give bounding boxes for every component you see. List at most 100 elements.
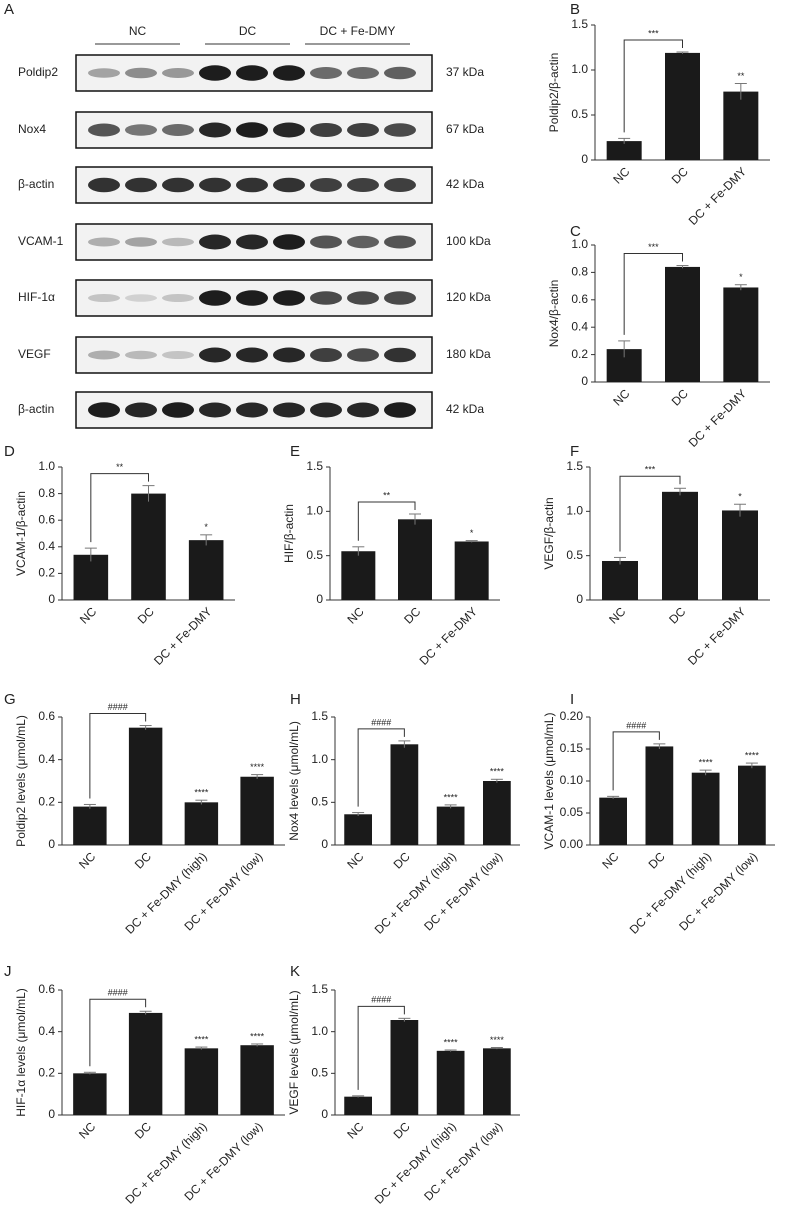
bar xyxy=(723,287,759,382)
x-tick-label: NC xyxy=(345,604,367,626)
y-tick-label: 1.5 xyxy=(571,17,588,31)
blot-band xyxy=(236,347,268,363)
significance-label: * xyxy=(738,492,742,502)
blot-band xyxy=(199,177,231,193)
y-tick-label: 0 xyxy=(581,374,588,388)
y-axis-label: VEGF levels (μmol/mL) xyxy=(287,990,301,1114)
bar xyxy=(645,746,674,845)
blot-size-label: 37 kDa xyxy=(446,65,484,79)
x-tick-label: DC + Fe-DMY (high) xyxy=(372,1119,459,1206)
bar xyxy=(73,1073,107,1115)
x-tick-label: NC xyxy=(76,1119,98,1141)
bar xyxy=(483,781,511,845)
blot-band xyxy=(162,177,194,193)
blot-band xyxy=(384,66,416,80)
y-tick-label: 1.0 xyxy=(571,237,588,251)
blot-band xyxy=(88,350,120,360)
significance-label: **** xyxy=(194,788,209,798)
y-tick-label: 1.5 xyxy=(311,709,328,723)
blot-band xyxy=(384,402,416,418)
blot-size-label: 67 kDa xyxy=(446,122,484,136)
blot-band xyxy=(347,235,379,249)
x-tick-label: DC xyxy=(132,849,154,871)
blot-band xyxy=(199,234,231,250)
x-tick-label: DC xyxy=(401,604,423,626)
bar xyxy=(436,1050,465,1115)
bar xyxy=(738,765,766,845)
significance-bracket xyxy=(612,731,660,791)
x-tick-label: NC xyxy=(77,604,99,626)
x-tick-label: DC + Fe-DMY xyxy=(686,164,749,227)
y-tick-label: 0.5 xyxy=(311,795,328,809)
bracket-label: ** xyxy=(383,490,391,500)
x-tick-label: DC xyxy=(391,849,413,871)
blot-band xyxy=(162,68,194,78)
bar xyxy=(662,491,698,600)
blot-band xyxy=(310,67,342,79)
blot-band xyxy=(273,290,305,306)
significance-label: **** xyxy=(194,1034,209,1044)
y-tick-label: 1.0 xyxy=(311,752,328,766)
x-tick-label: DC xyxy=(669,386,691,408)
blot-band xyxy=(310,123,342,137)
y-tick-label: 1.5 xyxy=(311,982,328,996)
bar xyxy=(398,519,432,600)
x-tick-label: DC xyxy=(132,1119,154,1141)
significance-label: * xyxy=(470,528,474,538)
y-tick-label: 0.4 xyxy=(38,752,55,766)
bar xyxy=(390,744,419,845)
y-tick-label: 0 xyxy=(321,837,328,851)
x-tick-label: DC xyxy=(669,164,691,186)
significance-label: **** xyxy=(745,750,760,760)
y-axis-label: VCAM-1/β-actin xyxy=(14,491,28,576)
y-axis-label: Poldip2/β-actin xyxy=(547,53,561,133)
y-tick-label: 1.5 xyxy=(306,459,323,473)
blot-row-label: VEGF xyxy=(18,347,51,361)
blot-band xyxy=(162,237,194,247)
x-tick-label: NC xyxy=(76,849,98,871)
blot-row-label: β-actin xyxy=(18,177,54,191)
blot-band xyxy=(88,294,120,302)
significance-bracket xyxy=(623,253,683,335)
x-tick-label: DC + Fe-DMY (low) xyxy=(421,849,505,933)
blot-band xyxy=(125,67,157,79)
significance-bracket xyxy=(357,1005,405,1090)
bar xyxy=(691,772,720,845)
bar xyxy=(128,727,163,845)
bracket-label: ** xyxy=(116,462,124,472)
blot-size-label: 180 kDa xyxy=(446,347,491,361)
y-tick-label: 0.4 xyxy=(38,1024,55,1038)
panel-letter: C xyxy=(570,223,581,240)
bar xyxy=(606,141,642,160)
blot-band xyxy=(236,234,268,250)
y-tick-label: 1.0 xyxy=(311,1024,328,1038)
bar xyxy=(128,1012,163,1115)
x-tick-label: DC + Fe-DMY (high) xyxy=(372,849,459,936)
blot-row-label: Nox4 xyxy=(18,122,46,136)
bracket-label: *** xyxy=(645,465,656,475)
bracket-label: #### xyxy=(371,717,391,727)
blot-band xyxy=(88,402,120,418)
blot-band xyxy=(162,351,194,359)
blot-band xyxy=(347,178,379,192)
blot-size-label: 120 kDa xyxy=(446,290,491,304)
y-tick-label: 0.2 xyxy=(571,347,588,361)
blot-band xyxy=(310,178,342,192)
bar xyxy=(483,1048,511,1115)
blot-band xyxy=(199,65,231,81)
blot-band xyxy=(273,347,305,363)
significance-label: ** xyxy=(737,71,745,81)
panel-letter: G xyxy=(4,691,16,708)
bar xyxy=(390,1020,419,1115)
blot-size-label: 42 kDa xyxy=(446,402,484,416)
blot-band xyxy=(273,402,305,418)
group-label: DC xyxy=(239,24,257,38)
blot-band xyxy=(273,177,305,193)
blot-band xyxy=(384,178,416,192)
significance-bracket xyxy=(90,473,149,543)
blot-size-label: 42 kDa xyxy=(446,177,484,191)
y-tick-label: 0.4 xyxy=(38,539,55,553)
significance-bracket xyxy=(619,475,681,552)
bracket-label: *** xyxy=(648,242,659,252)
blot-band xyxy=(273,65,305,81)
